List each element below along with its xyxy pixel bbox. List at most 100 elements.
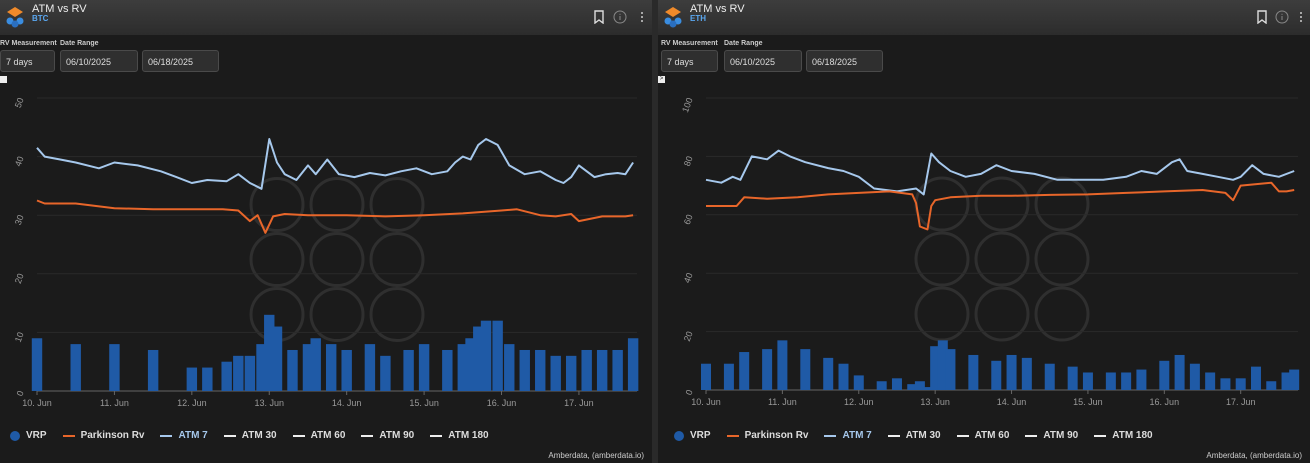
x-tick-label: 15. Jun: [1073, 397, 1103, 407]
panel-divider: [652, 0, 658, 463]
bookmark-icon[interactable]: [592, 10, 606, 24]
y-tick-label: 20: [682, 330, 695, 343]
vrp-bar: [457, 344, 469, 391]
vrp-swatch-icon: [674, 430, 684, 441]
vrp-bar: [1205, 372, 1216, 390]
x-tick-label: 10. Jun: [22, 398, 52, 408]
x-tick-label: 15. Jun: [409, 398, 439, 408]
vrp-bar: [535, 349, 546, 391]
vrp-bar: [777, 340, 788, 390]
vrp-bar: [853, 375, 864, 390]
date-from-input[interactable]: 06/10/2025: [724, 50, 802, 72]
vrp-bar: [907, 384, 918, 390]
legend-item-atm30[interactable]: ATM 30: [223, 430, 277, 441]
watermark-logo-icon: [249, 177, 425, 342]
y-tick-label: 0: [15, 389, 26, 397]
legend-item-parkinson-rv[interactable]: Parkinson Rv: [726, 430, 808, 441]
legend-item-vrp[interactable]: VRP: [10, 430, 47, 441]
x-tick-label: 17. Jun: [1226, 397, 1256, 407]
vrp-bar: [1121, 372, 1132, 390]
bookmark-icon[interactable]: [1255, 10, 1269, 24]
info-icon[interactable]: [613, 10, 627, 24]
rv-measurement-select[interactable]: 7 days: [661, 50, 718, 72]
chart-panel-eth: ATM vs RV ETH RV Measurement Date Range …: [658, 0, 1310, 463]
info-icon[interactable]: [1275, 10, 1289, 24]
atm30-swatch-icon: [223, 434, 236, 437]
vrp-bar: [492, 320, 503, 391]
chart-legend: VRP Parkinson Rv ATM 7 ATM 30 ATM 60 ATM…: [10, 430, 505, 441]
vrp-bar: [968, 354, 979, 390]
y-tick-label: 80: [682, 155, 695, 168]
legend-item-parkinson-rv[interactable]: Parkinson Rv: [62, 430, 144, 441]
date-range-label: Date Range: [60, 40, 99, 47]
vrp-bar: [1289, 369, 1300, 390]
y-tick-label: 100: [680, 96, 695, 114]
chart-marker[interactable]: >: [658, 76, 665, 83]
x-tick-label: 16. Jun: [1150, 397, 1180, 407]
vrp-bar: [465, 338, 476, 391]
vrp-bar: [930, 346, 941, 390]
vrp-bar: [762, 349, 773, 390]
x-tick-label: 17. Jun: [564, 398, 594, 408]
y-tick-label: 40: [13, 155, 26, 168]
parkinson-rv-line: [706, 181, 1295, 231]
y-tick-label: 50: [13, 96, 26, 109]
atm180-swatch-icon: [1094, 434, 1107, 437]
vrp-bar: [302, 344, 314, 391]
panel-title: ATM vs RV: [690, 3, 745, 15]
vrp-bar: [186, 367, 198, 391]
x-tick-label: 14. Jun: [332, 398, 362, 408]
vrp-bar: [1281, 372, 1292, 390]
atm7-line: [36, 138, 634, 190]
vrp-bar: [1067, 366, 1078, 390]
legend-item-atm90[interactable]: ATM 90: [1025, 430, 1078, 441]
vrp-bar: [1174, 354, 1185, 390]
vrp-bar: [1006, 354, 1017, 390]
rv-measurement-label: RV Measurement: [0, 40, 57, 47]
panel-title: ATM vs RV: [32, 3, 87, 15]
vrp-bar: [991, 360, 1002, 390]
more-options-icon[interactable]: [1294, 10, 1308, 24]
vrp-bar: [914, 381, 925, 390]
vrp-bar: [1136, 369, 1147, 390]
more-options-icon[interactable]: [635, 10, 649, 24]
legend-item-atm7[interactable]: ATM 7: [160, 430, 208, 441]
x-tick-label: 13. Jun: [920, 397, 950, 407]
vrp-bar: [612, 349, 623, 391]
date-to-input[interactable]: 06/18/2025: [142, 50, 219, 72]
chart-legend: VRP Parkinson Rv ATM 7 ATM 30 ATM 60 ATM…: [674, 430, 1169, 441]
rv-measurement-label: RV Measurement: [661, 40, 718, 47]
vrp-bar: [109, 344, 120, 391]
vrp-bar: [310, 338, 321, 391]
legend-item-atm60[interactable]: ATM 60: [292, 430, 345, 441]
watermark-logo-icon: [914, 176, 1090, 342]
legend-item-atm90[interactable]: ATM 90: [361, 430, 414, 441]
vrp-bar: [202, 367, 213, 391]
vrp-bar: [364, 344, 376, 391]
vrp-bar: [945, 349, 956, 390]
vrp-swatch-icon: [10, 430, 20, 441]
legend-item-atm30[interactable]: ATM 30: [887, 430, 941, 441]
vrp-bar: [1189, 363, 1200, 390]
legend-item-atm60[interactable]: ATM 60: [956, 430, 1009, 441]
credit-text[interactable]: Amberdata, (amberdata.io): [548, 451, 644, 460]
chart-marker[interactable]: [0, 76, 7, 83]
asset-label: BTC: [32, 14, 49, 23]
x-tick-label: 12. Jun: [844, 397, 874, 407]
vrp-bar: [1159, 360, 1170, 390]
vrp-bar: [31, 338, 43, 391]
legend-item-atm180[interactable]: ATM 180: [430, 430, 489, 441]
legend-item-vrp[interactable]: VRP: [674, 430, 711, 441]
vrp-bar: [341, 349, 352, 391]
vrp-bar: [800, 349, 811, 390]
date-to-input[interactable]: 06/18/2025: [806, 50, 883, 72]
legend-item-atm180[interactable]: ATM 180: [1094, 430, 1153, 441]
credit-text[interactable]: Amberdata, (amberdata.io): [1206, 451, 1302, 460]
x-tick-label: 14. Jun: [997, 397, 1027, 407]
date-from-input[interactable]: 06/10/2025: [60, 50, 138, 72]
vrp-bar: [723, 363, 734, 390]
legend-item-atm7[interactable]: ATM 7: [824, 430, 872, 441]
amberdata-logo-icon: [664, 7, 682, 28]
rv-measurement-select[interactable]: 7 days: [0, 50, 55, 72]
rv-swatch-icon: [726, 434, 739, 437]
